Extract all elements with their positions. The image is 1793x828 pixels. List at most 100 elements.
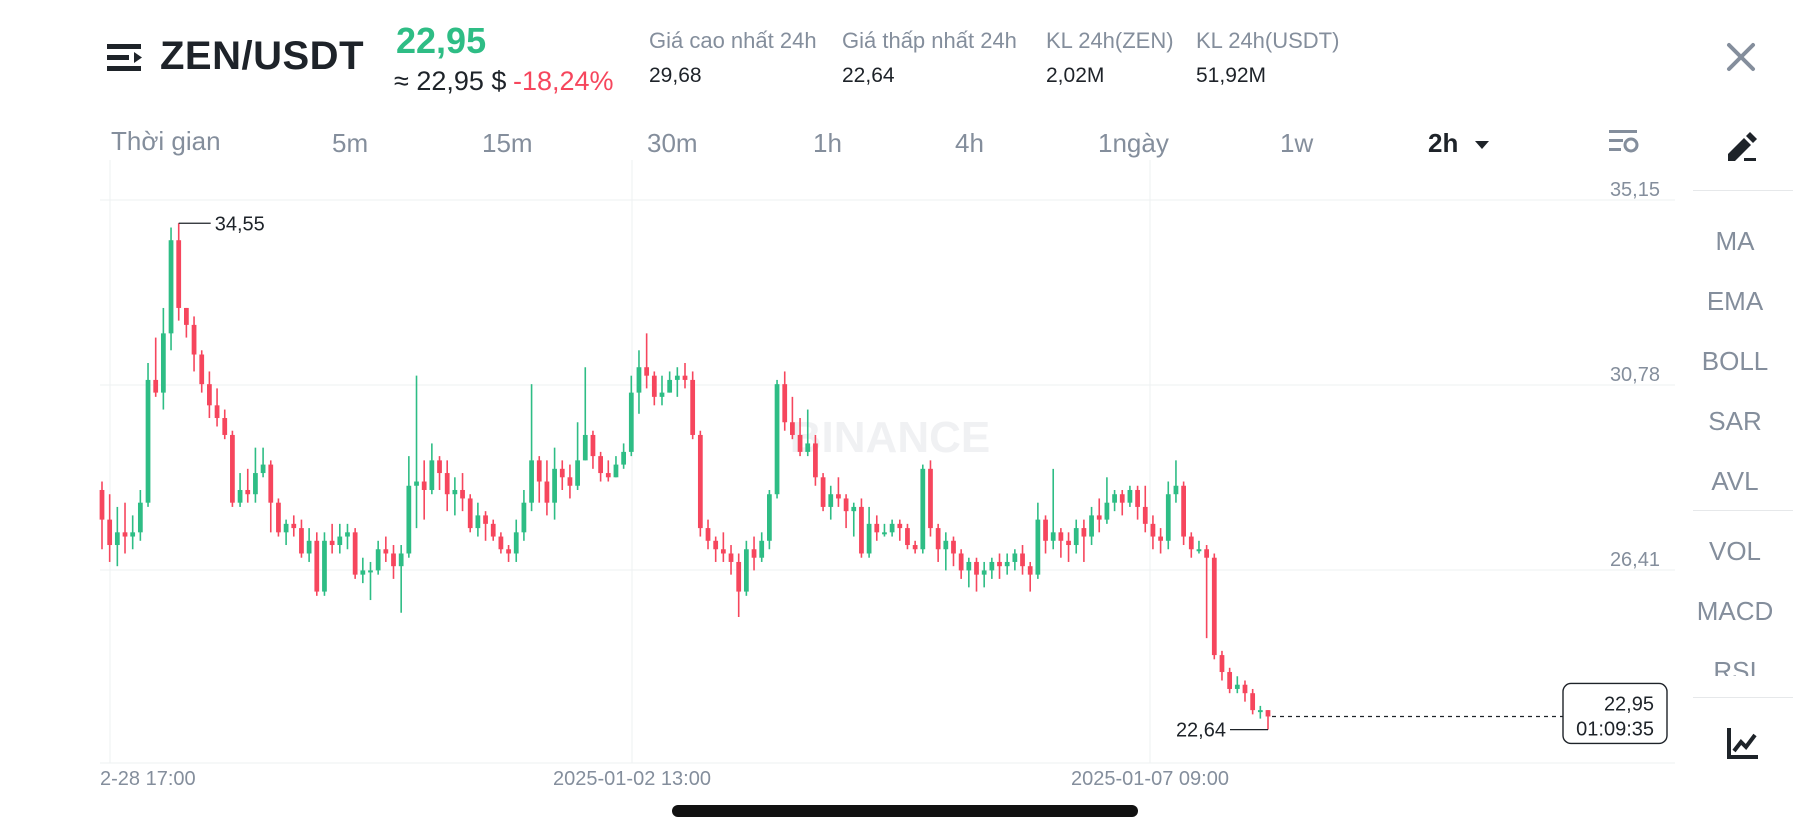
candle-body (1250, 693, 1256, 711)
candle-body (452, 489, 458, 495)
candle-body (1242, 684, 1248, 694)
candle-body (99, 489, 105, 520)
candle-body (951, 540, 956, 554)
candle-body (268, 464, 274, 503)
candle-body (759, 540, 765, 558)
tab-1w[interactable]: 1w (1280, 128, 1314, 158)
indicator-rsi[interactable]: RSI (1713, 656, 1757, 676)
candle-body (398, 553, 404, 567)
candle-body (866, 523, 872, 554)
candle-body (598, 456, 603, 474)
low-price-marker: 22,64 (1176, 720, 1226, 742)
high-24h-value: 29,68 (649, 64, 702, 87)
candle-body (1227, 672, 1233, 689)
chart-settings-icon[interactable] (1608, 127, 1640, 157)
tab-2h-dropdown[interactable]: 2h (1428, 128, 1490, 159)
candle-body (636, 367, 642, 393)
candle-body (352, 532, 358, 575)
indicator-vol[interactable]: VOL (1708, 536, 1762, 566)
candle-body (743, 549, 749, 592)
volume-usdt-label: KL 24h(USDT) (1196, 28, 1340, 53)
sidebar-divider (1693, 190, 1793, 191)
candle-body (1066, 540, 1071, 546)
candle-body (137, 502, 143, 533)
candle-body (935, 528, 941, 550)
candle-body (958, 553, 964, 571)
candle-body (391, 553, 396, 567)
candle-body (590, 434, 596, 457)
candle-body (1165, 494, 1171, 541)
indicator-chart-icon[interactable] (1726, 726, 1760, 760)
price-markers: 34,55 22,64 22,95 01:09:35 (178, 213, 1668, 745)
candle-body (1211, 557, 1217, 656)
tab-5m[interactable]: 5m (332, 128, 369, 158)
candle-body (114, 532, 120, 546)
indicator-boll[interactable]: BOLL (1701, 346, 1769, 376)
candle-body (107, 519, 113, 546)
candle-body (498, 536, 504, 550)
candle-body (306, 540, 312, 554)
candle-body (774, 384, 780, 495)
candle-body (1181, 485, 1186, 537)
candle-countdown: 01:09:35 (1576, 718, 1654, 740)
candles-group (99, 223, 1271, 730)
indicator-avl[interactable]: AVL (1711, 466, 1759, 496)
candlestick-chart[interactable]: BINANCE 35,15 30,78 26,41 2-28 17:00 2025-0… (0, 160, 1680, 800)
tab-30m[interactable]: 30m (647, 128, 698, 158)
candle-body (1257, 710, 1263, 713)
indicator-ma[interactable]: MA (1715, 226, 1755, 256)
candle-body (1196, 549, 1202, 552)
price-change-percent: -18,24% (513, 66, 614, 96)
x-tick-label: 2025-01-07 09:00 (1071, 768, 1229, 790)
candle-body (767, 494, 772, 541)
candle-body (1234, 684, 1240, 689)
indicator-sar[interactable]: SAR (1708, 406, 1762, 436)
volume-usdt-value: 51,92M (1196, 64, 1267, 87)
time-label[interactable]: Thời gian (111, 126, 221, 156)
tab-15m[interactable]: 15m (482, 128, 533, 158)
candle-body (928, 468, 933, 529)
candle-body (360, 570, 366, 575)
x-tick-label: 2-28 17:00 (100, 768, 196, 790)
candle-body (475, 515, 481, 529)
close-icon[interactable] (1724, 40, 1758, 74)
trading-pair-title[interactable]: ZEN/USDT (160, 34, 364, 78)
last-price-box (1562, 682, 1668, 745)
candle-body (1004, 561, 1010, 567)
candle-body (191, 324, 197, 355)
candle-body (207, 384, 212, 406)
approx-fiat-price: ≈ 22,95 $ (394, 66, 507, 96)
tab-1day[interactable]: 1ngày (1098, 128, 1169, 158)
sidebar-divider (1693, 510, 1793, 511)
tab-4h[interactable]: 4h (955, 128, 984, 158)
candle-body (552, 468, 557, 503)
volume-zen-value: 2,02M (1046, 64, 1105, 87)
candle-body (406, 485, 412, 554)
binance-watermark: BINANCE (790, 413, 990, 462)
indicator-macd[interactable]: MACD (1696, 596, 1774, 626)
candle-body (1188, 536, 1194, 550)
tab-1h[interactable]: 1h (813, 128, 842, 158)
candle-body (820, 477, 826, 507)
last-price: 22,95 (396, 20, 487, 61)
candle-body (613, 464, 619, 478)
candle-body (559, 468, 565, 478)
candle-body (974, 561, 979, 575)
candle-body (483, 515, 488, 524)
x-tick-label: 2025-01-02 13:00 (553, 768, 711, 790)
candle-body (713, 540, 719, 550)
menu-icon[interactable] (105, 38, 145, 78)
candle-body (544, 481, 550, 503)
indicator-ema[interactable]: EMA (1706, 286, 1764, 316)
candle-body (1204, 549, 1210, 558)
candle-body (314, 540, 320, 592)
candle-body (322, 540, 327, 592)
candle-body (720, 549, 726, 554)
candle-body (345, 532, 350, 537)
last-price-label: 22,95 (1604, 693, 1654, 715)
candle-body (651, 375, 657, 397)
draw-tool-icon[interactable] (1724, 128, 1760, 164)
candle-body (843, 498, 849, 512)
candle-body (145, 379, 151, 503)
candle-body (705, 528, 711, 541)
